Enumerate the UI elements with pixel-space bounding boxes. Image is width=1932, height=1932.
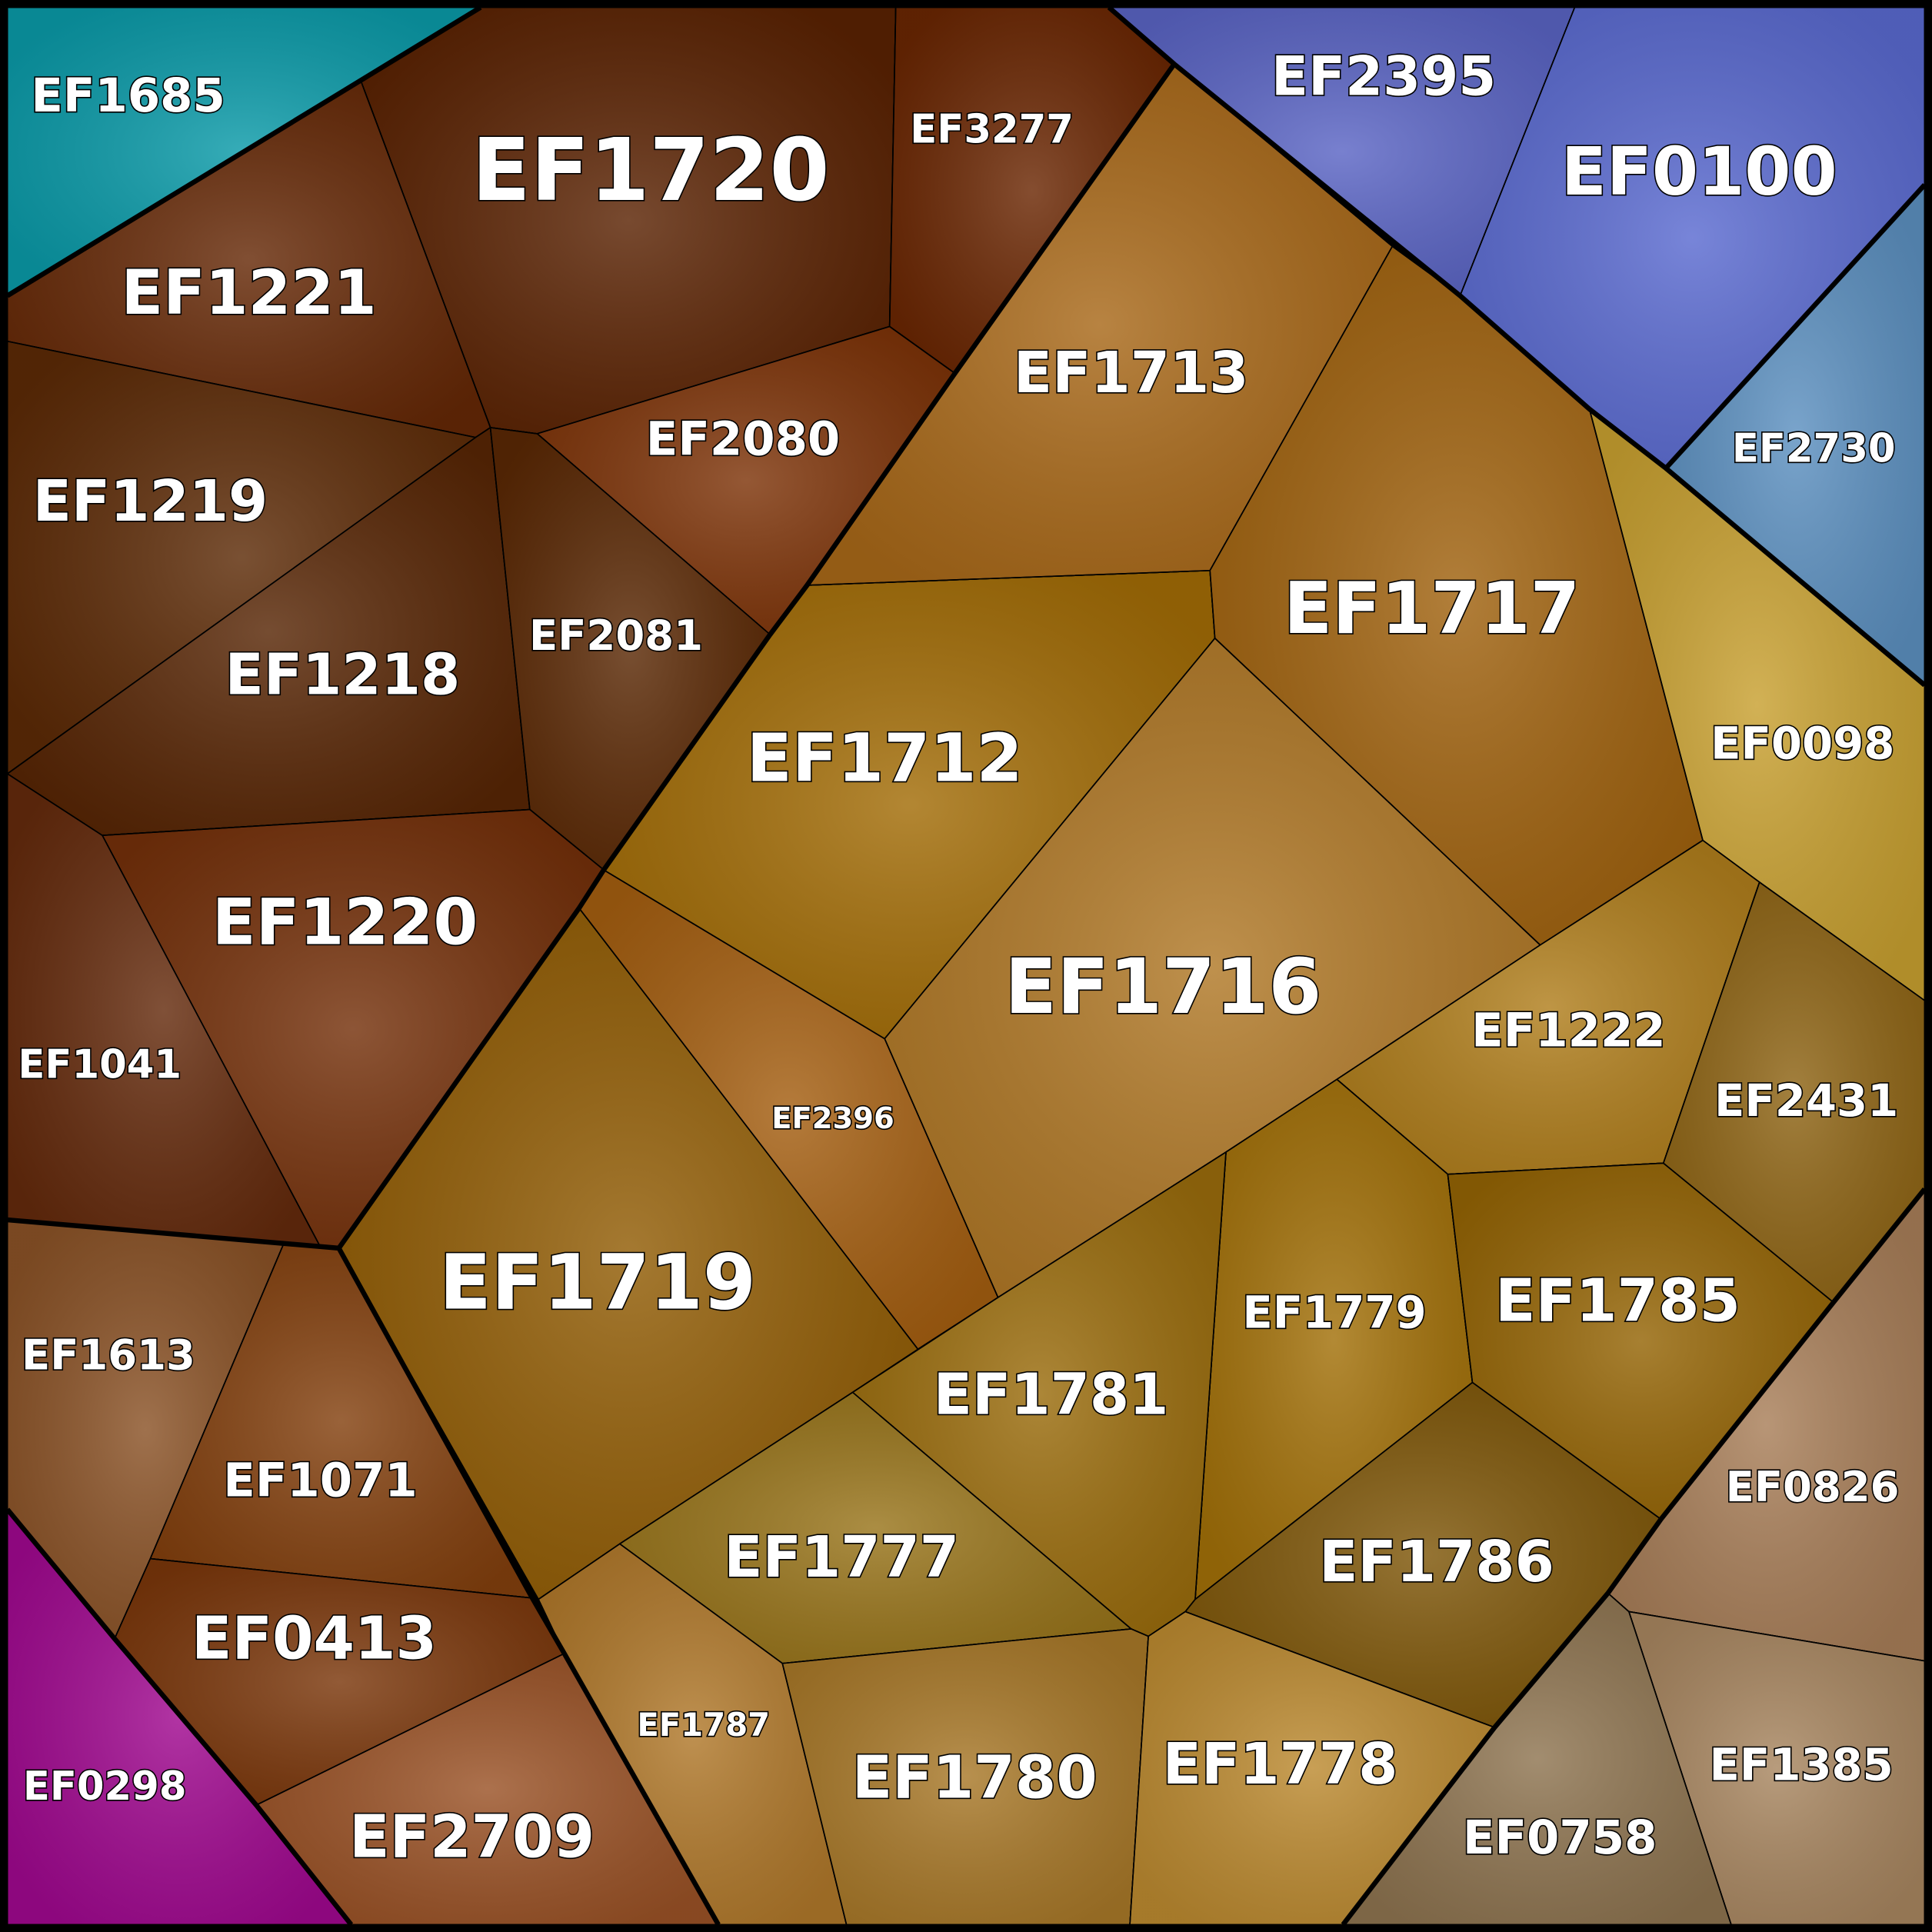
cell-label: EF1041: [18, 1041, 182, 1088]
cell-label: EF2396: [771, 1101, 894, 1136]
cell-label: EF1778: [1163, 1732, 1398, 1797]
cell-label: EF0413: [192, 1605, 437, 1674]
labels: EF1685 EF1720 EF3277 EF1221 EF1219 EF1218 EF20…: [17, 44, 1900, 1873]
cell-label: EF0100: [1561, 134, 1837, 211]
cell-label: EF2081: [529, 611, 703, 660]
cell-label: EF2730: [1732, 425, 1896, 471]
cell-label: EF1222: [1471, 1004, 1666, 1058]
cell-label: EF1685: [31, 68, 225, 123]
cell-label: EF2395: [1271, 45, 1496, 108]
cell-label: EF1720: [471, 121, 829, 221]
cell-label: EF2431: [1714, 1074, 1898, 1127]
cell-label: EF1220: [212, 885, 478, 960]
group-border: [1107, 5, 1927, 688]
cell-label: EF1713: [1014, 341, 1249, 406]
cell-label: EF1219: [33, 469, 268, 535]
cell-label: EF1781: [934, 1362, 1169, 1427]
cell-label: EF1779: [1242, 1287, 1426, 1339]
cell-label: EF1221: [121, 257, 376, 328]
group-border: [5, 1507, 354, 1927]
cells: [6, 6, 1926, 1926]
group-border: [1341, 1187, 1927, 1927]
group-border: [7, 62, 1177, 1251]
cell-label: EF1777: [724, 1525, 959, 1591]
cell-label: EF1716: [1004, 943, 1321, 1031]
cell-label: EF1786: [1319, 1530, 1554, 1595]
cell-label: EF1613: [22, 1331, 195, 1380]
cell-label: EF1712: [747, 721, 1023, 798]
cell-label: EF1717: [1284, 567, 1581, 650]
cell-label: EF1719: [439, 1238, 756, 1327]
cell-label: EF1787: [637, 1706, 770, 1744]
cell-label: EF1071: [223, 1453, 418, 1507]
cell-label: EF0298: [23, 1764, 187, 1810]
cell-label: EF1780: [852, 1744, 1098, 1813]
cell-label: EF0098: [1710, 717, 1894, 769]
group-border: [1664, 183, 1927, 470]
cell-label: EF2080: [646, 412, 841, 467]
group-border: [5, 5, 482, 298]
cell-label: EF3277: [910, 106, 1074, 152]
cell-label: EF1385: [1710, 1739, 1894, 1791]
cell-label: EF0826: [1726, 1462, 1900, 1511]
group-border: [336, 1247, 721, 1926]
cell-label: EF1218: [225, 643, 460, 708]
cell-label: EF2709: [349, 1803, 595, 1871]
cell-label: EF0758: [1463, 1810, 1657, 1865]
cell-label: EF1785: [1495, 1267, 1740, 1336]
